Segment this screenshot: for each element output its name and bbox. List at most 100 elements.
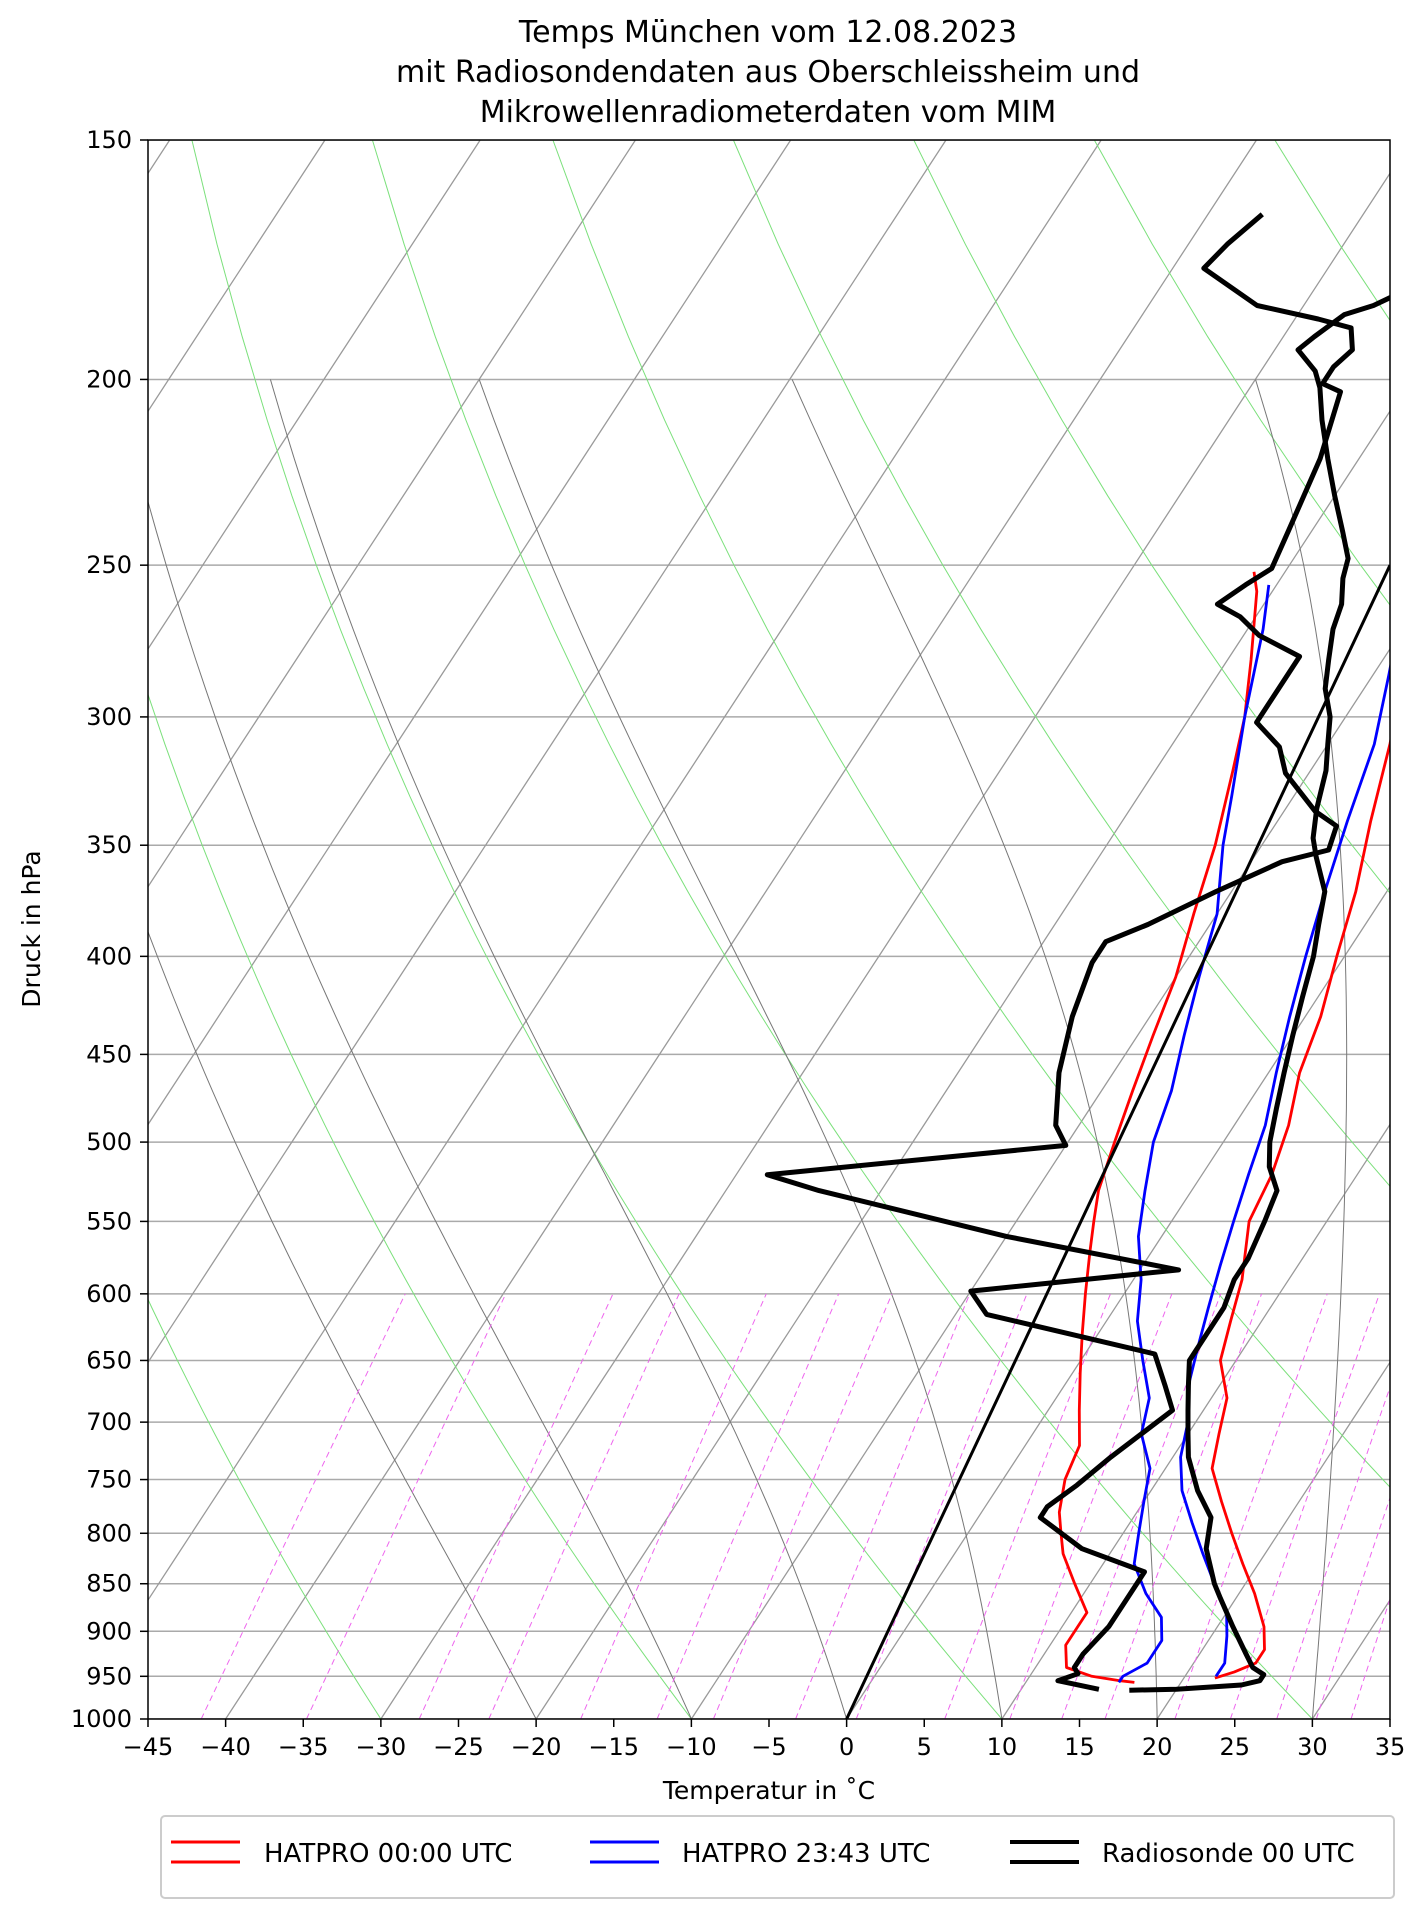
dry-adiabat--30 (148, 1298, 382, 1719)
x-tick-label: −5 (751, 1733, 786, 1761)
x-tick-label: 5 (917, 1733, 932, 1761)
x-tick-label: 25 (1219, 1733, 1250, 1761)
moist-adiabat-30 (1255, 379, 1348, 1719)
y-tick-label: 650 (86, 1346, 132, 1374)
grid-layer (0, 140, 1390, 1719)
x-tick-label: −20 (511, 1733, 562, 1761)
mixing-ratio-0.6 (488, 1293, 680, 1719)
x-tick-label: −15 (588, 1733, 639, 1761)
dry-adiabat-50 (552, 140, 1390, 1488)
x-tick-label: 30 (1297, 1733, 1328, 1761)
y-tick-label: 550 (86, 1207, 132, 1235)
y-tick-label: 1000 (71, 1705, 132, 1733)
y-tick-label: 900 (86, 1617, 132, 1645)
mixing-ratio-1.5 (656, 1293, 840, 1719)
dry-adiabat--10 (148, 693, 693, 1719)
y-tick-label: 250 (86, 551, 132, 579)
profile-hatpro-00-00-utc-temperature (1057, 571, 1259, 1684)
legend-label-hatpro-2343: HATPRO 23:43 UTC (682, 1839, 930, 1869)
mixing-ratio-3 (795, 1293, 971, 1719)
legend-label-hatpro-0000: HATPRO 00:00 UTC (264, 1839, 512, 1869)
isotherm-20 (1156, 1361, 1390, 1719)
dry-adiabat-110 (1093, 140, 1390, 606)
y-tick-label: 700 (86, 1408, 132, 1436)
isotherm--20 (535, 409, 1390, 1719)
isotherm--80 (148, 140, 637, 888)
y-tick-label: 200 (86, 365, 132, 393)
mixing-ratio-8 (1009, 1293, 1173, 1719)
y-tick-label: 750 (86, 1466, 132, 1494)
profile-hatpro-00-00-utc-dewpoint (1210, 736, 1390, 1680)
moist-adiabat-0 (269, 379, 848, 1719)
y-tick-label: 150 (86, 126, 132, 154)
legend-item-hatpro-2343: HATPRO 23:43 UTC (590, 1839, 930, 1869)
moist-adiabat--20 (148, 930, 537, 1719)
x-tick-label: 20 (1142, 1733, 1173, 1761)
isotherm--60 (148, 140, 947, 1364)
x-tick-label: −40 (200, 1733, 251, 1761)
x-tick-label: 35 (1375, 1733, 1406, 1761)
mixing-ratio-0.4 (418, 1293, 614, 1719)
x-tick-label: 0 (839, 1733, 854, 1761)
legend-box (160, 1815, 1395, 1899)
y-tick-label: 600 (86, 1280, 132, 1308)
mixing-ratio-32 (1350, 1597, 1390, 1719)
y-tick-label: 300 (86, 703, 132, 731)
dry-adiabat-10 (191, 140, 1003, 1719)
y-tick-label: 350 (86, 831, 132, 859)
y-tick-label: 450 (86, 1040, 132, 1068)
legend-item-hatpro-0000: HATPRO 00:00 UTC (171, 1839, 512, 1869)
profile-radiosonde-00-utc-dewpoint (1129, 294, 1390, 1693)
isotherm--50 (148, 140, 1102, 1602)
mixing-ratio-16 (1174, 1293, 1328, 1719)
y-tick-label: 950 (86, 1662, 132, 1690)
isotherm-0 (846, 885, 1390, 1719)
mixing-ratio-4 (855, 1293, 1028, 1719)
title-line-3: Mikrowellenradiometerdaten vom MIM (480, 95, 1057, 130)
isotherm--30 (380, 172, 1390, 1719)
y-tick-label: 800 (86, 1519, 132, 1547)
y-tick-label: 500 (86, 1128, 132, 1156)
x-axis-label: Temperatur in ˚C (662, 1776, 875, 1805)
x-tick-label: −35 (278, 1733, 329, 1761)
x-tick-label: −45 (123, 1733, 174, 1761)
y-tick-label: 400 (86, 942, 132, 970)
mixing-ratio-28 (1315, 1496, 1390, 1719)
moist-adiabat--10 (148, 499, 692, 1719)
mixing-ratio-0.1 (200, 1293, 406, 1719)
x-tick-label: −10 (666, 1733, 717, 1761)
dry-adiabat-70 (732, 140, 1390, 1187)
legend-label-radiosonde: Radiosonde 00 UTC (1102, 1839, 1355, 1869)
mixing-ratio-6 (944, 1293, 1111, 1719)
mixing-ratio-24 (1276, 1385, 1390, 1719)
x-tick-label: 15 (1064, 1733, 1095, 1761)
y-axis-label: Druck in hPa (17, 850, 46, 1007)
mixing-ratio-20 (1229, 1293, 1380, 1719)
mixing-ratio-12 (1104, 1293, 1263, 1719)
profile-hatpro-23-43-utc-temperature (1117, 584, 1271, 1684)
mixing-ratio-0.2 (306, 1293, 507, 1719)
title-line-2: mit Radiosondendaten aus Oberschleisshei… (396, 55, 1140, 90)
isotherm--120 (0, 140, 15, 1719)
x-tick-label: −30 (356, 1733, 407, 1761)
isotherm--100 (148, 140, 326, 413)
reference-line (845, 564, 1390, 1719)
y-tick-label: 850 (86, 1570, 132, 1598)
isotherm--70 (148, 140, 792, 1126)
legend-item-radiosonde: Radiosonde 00 UTC (1010, 1839, 1355, 1869)
mixing-ratio-1 (580, 1293, 767, 1719)
legend: HATPRO 00:00 UTC HATPRO 23:43 UTC Radios… (160, 1815, 1395, 1899)
axis-layer: −45 −40 −35 −30 −25 −20 −15 −10 −5 0 5 10 15 20 25 30 35… (71, 126, 1405, 1761)
mixing-ratio-2 (712, 1293, 893, 1719)
dry-adiabat-130 (1274, 140, 1390, 322)
dry-adiabat-90 (913, 140, 1390, 894)
data-layer (764, 212, 1390, 1719)
x-tick-label: 10 (987, 1733, 1018, 1761)
moist-adiabat-20 (791, 379, 1158, 1719)
isotherm-10 (1001, 1123, 1390, 1719)
isotherm--40 (225, 140, 1258, 1719)
profile-radiosonde-00-utc-temperature (764, 212, 1355, 1692)
moist-adiabat-10 (478, 379, 1003, 1719)
